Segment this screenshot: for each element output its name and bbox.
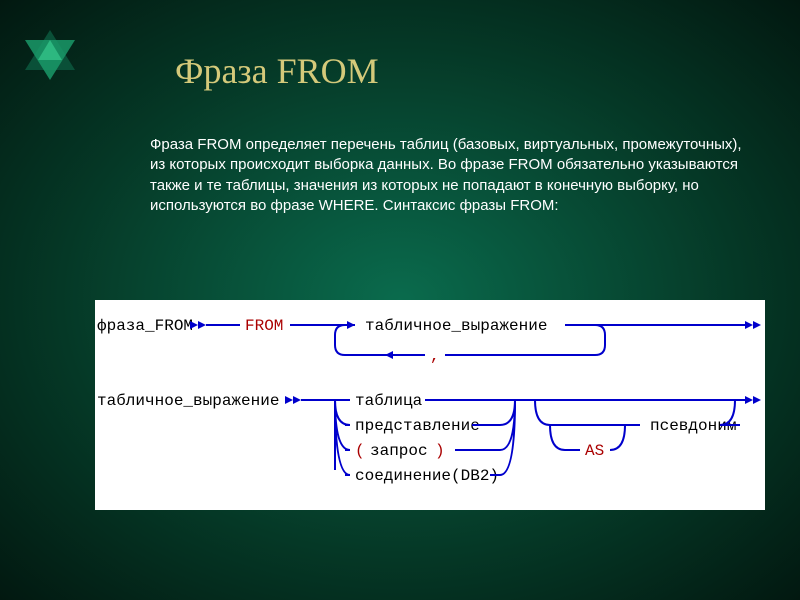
slide-body-text: Фраза FROM определяет перечень таблиц (б… bbox=[150, 135, 750, 216]
svg-text:табличное_выражение: табличное_выражение bbox=[365, 317, 547, 335]
svg-text:(: ( bbox=[355, 442, 365, 460]
svg-text:представление: представление bbox=[355, 417, 480, 435]
syntax-diagram: фраза_FROM FROM табличное_выражение, таблич… bbox=[95, 300, 765, 510]
svg-text:FROM: FROM bbox=[245, 317, 283, 335]
svg-text:запрос: запрос bbox=[370, 442, 428, 460]
bullet-triangle-icon bbox=[20, 25, 80, 85]
svg-text:): ) bbox=[435, 442, 445, 460]
svg-text:таблица: таблица bbox=[355, 392, 423, 410]
svg-text:AS: AS bbox=[585, 442, 604, 460]
svg-text:,: , bbox=[430, 347, 440, 365]
svg-text:фраза_FROM: фраза_FROM bbox=[97, 317, 193, 335]
slide-title: Фраза FROM bbox=[175, 50, 379, 92]
svg-text:табличное_выражение: табличное_выражение bbox=[97, 392, 279, 410]
svg-text:соединение(DB2): соединение(DB2) bbox=[355, 467, 499, 485]
